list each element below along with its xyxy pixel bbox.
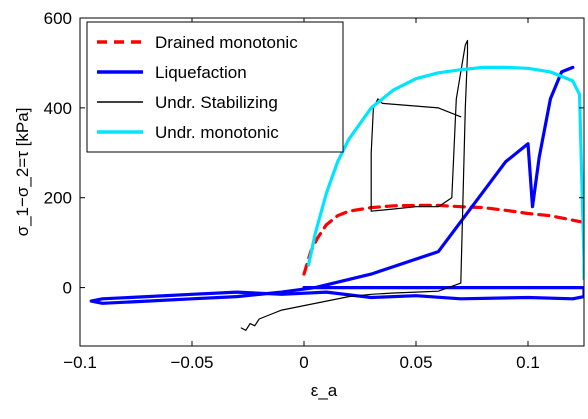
- y-axis-label: σ_1−σ_2=τ [kPa]: [13, 108, 32, 237]
- y-tick-label: 600: [44, 9, 72, 28]
- x-tick-label: 0.05: [399, 353, 432, 372]
- y-tick-label: 200: [44, 189, 72, 208]
- x-tick-label: 0: [299, 353, 308, 372]
- series-line-0: [302, 203, 584, 276]
- plot-area: [89, 39, 584, 331]
- series-line-3: [306, 65, 584, 281]
- axes: −0.1 −0.05 0 0.05 0.1 0 200 400 600 ε_a σ_1−σ_2=τ …: [13, 9, 585, 400]
- series-line-1: [89, 65, 584, 305]
- x-axis-label: ε_a: [311, 381, 338, 400]
- legend-label: Liquefaction: [155, 63, 247, 82]
- x-tick-label: −0.1: [63, 353, 97, 372]
- y-tick-label: 400: [44, 99, 72, 118]
- legend-label: Drained monotonic: [155, 33, 298, 52]
- series-line-2: [240, 39, 469, 331]
- legend-label: Undr. monotonic: [155, 123, 279, 142]
- x-tick-label: 0.1: [516, 353, 540, 372]
- axes-frame: [79, 17, 585, 347]
- y-tick-label: 0: [63, 279, 72, 298]
- x-tick-label: −0.05: [170, 353, 213, 372]
- legend-label: Undr. Stabilizing: [155, 93, 278, 112]
- legend: Drained monotonic Liquefaction Undr. Stabi…: [86, 21, 344, 153]
